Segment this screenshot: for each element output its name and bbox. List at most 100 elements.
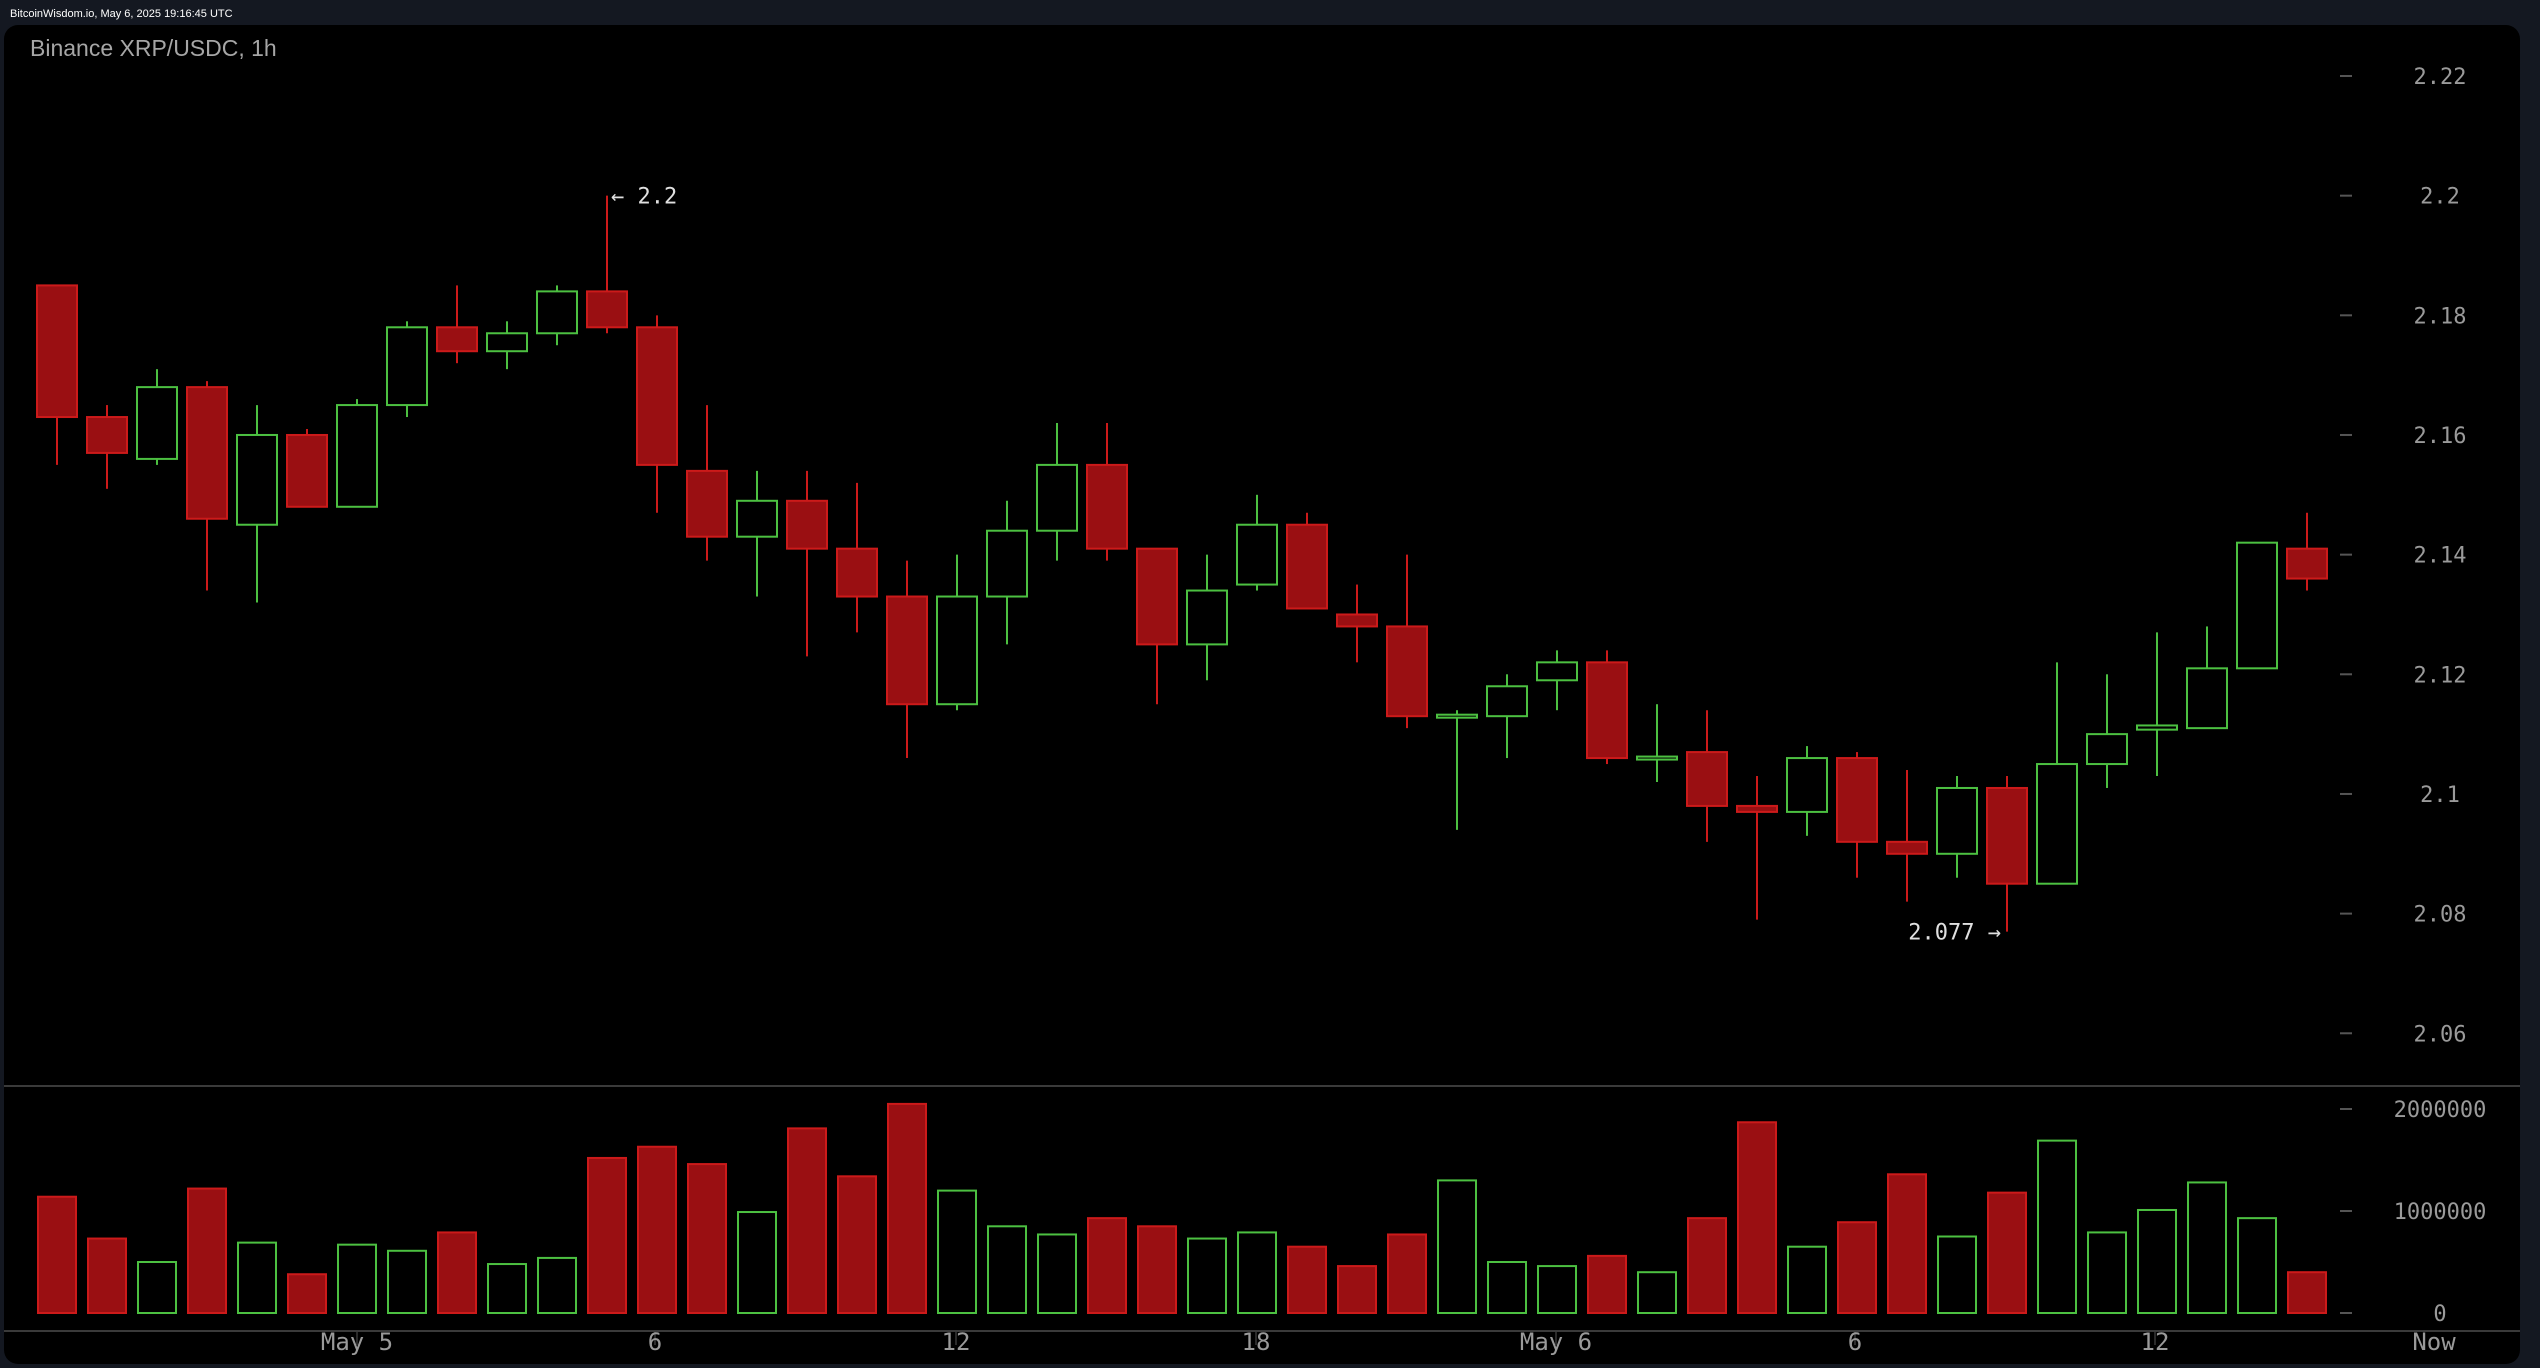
volume-bar xyxy=(137,1261,177,1314)
volume-bar xyxy=(2287,1271,2327,1314)
candle xyxy=(86,405,128,489)
volume-bar xyxy=(437,1231,477,1315)
volume-bar xyxy=(1287,1245,1327,1314)
volume-bar xyxy=(837,1175,877,1314)
candle xyxy=(1786,746,1828,836)
candle xyxy=(2186,626,2228,730)
volume-bar xyxy=(487,1263,527,1315)
volume-bar xyxy=(537,1256,577,1315)
volume-bar xyxy=(387,1249,427,1315)
price-tick-label: 2.14 xyxy=(2414,544,2467,569)
candle xyxy=(2286,512,2328,591)
price-tick-label: 2.18 xyxy=(2414,304,2467,329)
volume-bar xyxy=(2137,1208,2177,1314)
candle xyxy=(1536,650,1578,711)
period-high-annotation: ← 2.2 xyxy=(611,185,677,210)
volume-bar xyxy=(1787,1245,1827,1314)
candle xyxy=(2136,632,2178,777)
candle xyxy=(836,482,878,633)
volume-tick-label: 2000000 xyxy=(2394,1098,2487,1123)
volume-bar xyxy=(2237,1217,2277,1315)
volume-bar xyxy=(1887,1173,1927,1315)
volume-bar xyxy=(1237,1231,1277,1315)
price-candles xyxy=(36,195,2328,932)
volume-bar xyxy=(887,1102,927,1315)
volume-axis: 2000000 1000000 0 xyxy=(2340,1098,2486,1327)
volume-bar xyxy=(1487,1261,1527,1314)
time-tick-label: Now xyxy=(2412,1328,2456,1356)
candle xyxy=(1836,752,1878,878)
candle xyxy=(1336,584,1378,663)
volume-bar xyxy=(1837,1221,1877,1314)
volume-bar xyxy=(1737,1121,1777,1315)
candle xyxy=(236,405,278,603)
candle xyxy=(1636,704,1678,782)
volume-bar xyxy=(1587,1254,1627,1315)
volume-bar xyxy=(1387,1233,1427,1314)
volume-bar xyxy=(2087,1231,2127,1315)
candlestick-chart[interactable]: 2.22 2.2 2.18 2.16 2.14 2.12 2.1 2.08 2.06 20000… xyxy=(4,25,2520,1364)
volume-bar xyxy=(1137,1225,1177,1315)
candle xyxy=(1486,674,1528,759)
candle xyxy=(1236,494,1278,591)
source-timestamp: BitcoinWisdom.io, May 6, 2025 19:16:45 U… xyxy=(10,8,233,20)
price-tick-label: 2.1 xyxy=(2420,783,2460,808)
time-tick-label: 6 xyxy=(648,1328,662,1356)
volume-bar xyxy=(737,1211,777,1315)
candle xyxy=(136,369,178,465)
time-tick-label: May 6 xyxy=(1520,1328,1592,1356)
candle xyxy=(286,428,328,508)
candle xyxy=(36,284,78,465)
candle xyxy=(1386,554,1428,729)
volume-bar xyxy=(1337,1265,1377,1314)
volume-bar xyxy=(37,1195,77,1314)
candle xyxy=(186,381,228,591)
time-axis: May 5 6 12 18 May 6 6 12 Now xyxy=(321,1328,2456,1356)
volume-bar xyxy=(937,1189,977,1314)
candle xyxy=(1286,512,1328,610)
time-tick-label: 12 xyxy=(2141,1328,2170,1356)
volume-bar xyxy=(237,1241,277,1314)
volume-bar xyxy=(1537,1265,1577,1314)
candle xyxy=(2236,541,2278,670)
candle xyxy=(636,315,678,513)
volume-bar xyxy=(2037,1139,2077,1314)
price-tick-label: 2.08 xyxy=(2414,903,2467,928)
time-tick-label: May 5 xyxy=(321,1328,393,1356)
candle xyxy=(536,285,578,346)
volume-bar xyxy=(337,1243,377,1315)
candle xyxy=(1586,650,1628,765)
candle xyxy=(1986,776,2028,932)
candle xyxy=(386,321,428,418)
price-tick-label: 2.22 xyxy=(2414,65,2467,90)
candle xyxy=(436,285,478,364)
volume-bars xyxy=(37,1102,2327,1315)
volume-bar xyxy=(787,1127,827,1314)
candle xyxy=(486,321,528,370)
volume-bar xyxy=(187,1187,227,1315)
candle xyxy=(686,405,728,561)
price-tick-label: 2.2 xyxy=(2420,185,2460,210)
price-axis: 2.22 2.2 2.18 2.16 2.14 2.12 2.1 2.08 2.06 xyxy=(2340,65,2467,1047)
candle xyxy=(936,554,978,711)
volume-bar xyxy=(1937,1235,1977,1314)
volume-bar xyxy=(1637,1271,1677,1314)
volume-bar xyxy=(287,1273,327,1314)
candle xyxy=(1036,423,1078,561)
candle xyxy=(586,195,628,334)
volume-bar xyxy=(1187,1237,1227,1315)
price-tick-label: 2.12 xyxy=(2414,663,2467,688)
time-tick-label: 12 xyxy=(942,1328,971,1356)
volume-bar xyxy=(1037,1233,1077,1314)
volume-bar xyxy=(1987,1191,2027,1315)
candle xyxy=(986,500,1028,645)
candle xyxy=(736,470,778,597)
candle xyxy=(2036,662,2078,885)
chart-title: Binance XRP/USDC, 1h xyxy=(30,35,277,61)
candle xyxy=(1136,547,1178,705)
candle xyxy=(1736,776,1778,920)
candle xyxy=(786,470,828,657)
candle xyxy=(1886,770,1928,902)
candle xyxy=(1186,554,1228,681)
volume-bar xyxy=(1087,1217,1127,1315)
